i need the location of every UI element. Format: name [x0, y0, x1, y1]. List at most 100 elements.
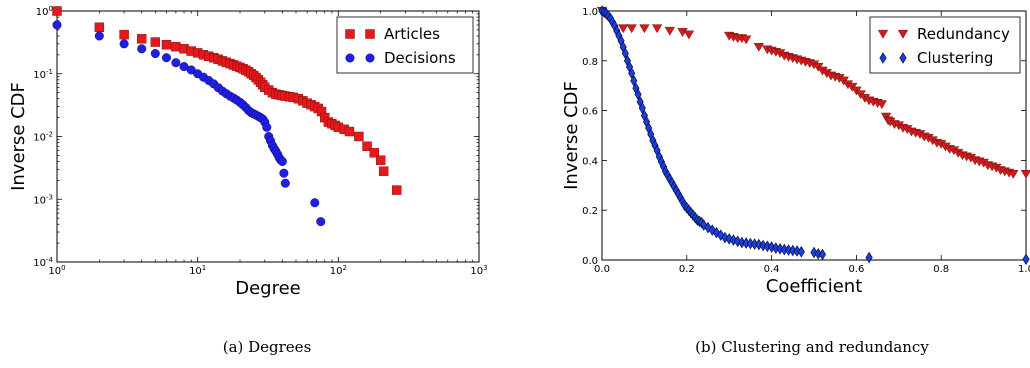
legend-marker [879, 52, 887, 64]
y-tick-label: 10-3 [33, 193, 53, 206]
data-point [664, 26, 675, 36]
data-point [344, 126, 355, 137]
x-tick-label: 101 [189, 264, 206, 277]
legend: Articles Decisions [336, 16, 474, 74]
y-tick-label: 10-2 [33, 131, 53, 144]
series-clustering [598, 5, 1030, 266]
legend-marker [345, 53, 355, 63]
y-tick-label: 0.4 [582, 156, 598, 167]
x-axis-label: Coefficient [766, 276, 863, 297]
data-point [171, 58, 181, 68]
legend-label: Redundancy [917, 25, 1010, 43]
y-axis-label: Inverse CDF [8, 82, 29, 191]
legend-marker [345, 29, 355, 39]
caption-degrees: (a) Degrees [223, 338, 312, 356]
x-tick-label: 102 [330, 264, 347, 277]
data-point [362, 141, 372, 151]
data-point [639, 24, 650, 34]
y-tick-label: 0.0 [582, 256, 598, 267]
legend-label: Articles [384, 25, 440, 43]
data-point [763, 240, 771, 253]
y-tick-label: 0.6 [582, 107, 598, 118]
data-point [119, 39, 129, 49]
data-point [721, 231, 729, 244]
data-point [717, 229, 725, 241]
data-point [94, 31, 104, 41]
x-tick-label: 0.0 [594, 264, 610, 275]
y-tick-label: 0.2 [582, 206, 598, 217]
data-point [171, 41, 181, 52]
legend: Redundancy Clustering [869, 16, 1021, 74]
y-tick-label: 0.8 [582, 57, 598, 68]
data-point [369, 148, 379, 158]
x-axis-label: Degree [235, 278, 301, 299]
legend-marker [897, 29, 909, 39]
data-point [1008, 170, 1019, 179]
legend-marker [365, 53, 375, 63]
data-point [150, 49, 160, 59]
legend-box [869, 16, 1021, 74]
data-point [725, 233, 733, 245]
series-articles [52, 6, 402, 195]
data-point [94, 22, 105, 32]
data-point [814, 248, 822, 260]
data-point [626, 24, 637, 34]
data-point [52, 6, 62, 16]
data-point [310, 198, 320, 208]
legend-marker [365, 29, 375, 39]
legend-marker [899, 52, 907, 64]
data-point [772, 242, 780, 254]
data-point [818, 248, 827, 261]
data-point [279, 168, 289, 178]
y-tick-label: 10-1 [33, 68, 53, 81]
x-tick-label: 1.0 [1018, 264, 1030, 275]
x-tick-label: 0.4 [764, 264, 780, 275]
data-point [741, 35, 752, 45]
data-point [797, 246, 805, 258]
data-point [618, 24, 629, 34]
chart-degrees: 100 101 102 10310-410-310-210-1100DegreeInv… [8, 5, 488, 299]
data-point [759, 239, 767, 252]
data-point [753, 43, 765, 52]
data-point [793, 245, 801, 257]
chart-clustering-redundancy: 0.0 0.2 0.4 0.6 0.8 1.0 0.0 0.2 0.4 0.6 0.8 1.0 Coef… [561, 5, 1030, 297]
legend-marker [877, 29, 889, 39]
data-point [876, 100, 887, 110]
data-point [865, 251, 873, 264]
data-point [755, 238, 763, 251]
data-point [378, 166, 389, 176]
x-tick-label: 0.8 [933, 264, 949, 275]
x-tick-label: 0.2 [679, 264, 695, 275]
x-tick-label: 100 [48, 264, 65, 277]
y-axis-label: Inverse CDF [561, 81, 582, 190]
data-point [683, 30, 695, 40]
data-point [392, 185, 402, 195]
data-point [161, 40, 172, 50]
data-point [712, 226, 721, 239]
data-point [354, 131, 364, 142]
series-decisions [52, 20, 326, 227]
data-point [316, 217, 326, 227]
y-tick-label: 100 [36, 5, 53, 18]
x-tick-label: 0.6 [848, 264, 864, 275]
data-point [375, 155, 386, 165]
data-point [277, 156, 287, 166]
data-point [150, 37, 161, 47]
data-point [734, 235, 742, 248]
legend-box [336, 16, 474, 74]
legend-label: Decisions [384, 49, 456, 67]
data-point [651, 24, 663, 34]
data-point [262, 122, 272, 132]
data-point [52, 20, 62, 30]
caption-clustering-redundancy: (b) Clustering and redundancy [695, 338, 929, 356]
y-tick-label: 1.0 [582, 7, 598, 18]
data-point [768, 241, 776, 253]
data-point [280, 178, 290, 188]
data-point [136, 34, 147, 44]
data-point [1022, 253, 1030, 266]
data-point [1020, 170, 1030, 179]
data-point [137, 44, 147, 54]
data-point [776, 243, 784, 255]
legend-label: Clustering [917, 49, 993, 67]
